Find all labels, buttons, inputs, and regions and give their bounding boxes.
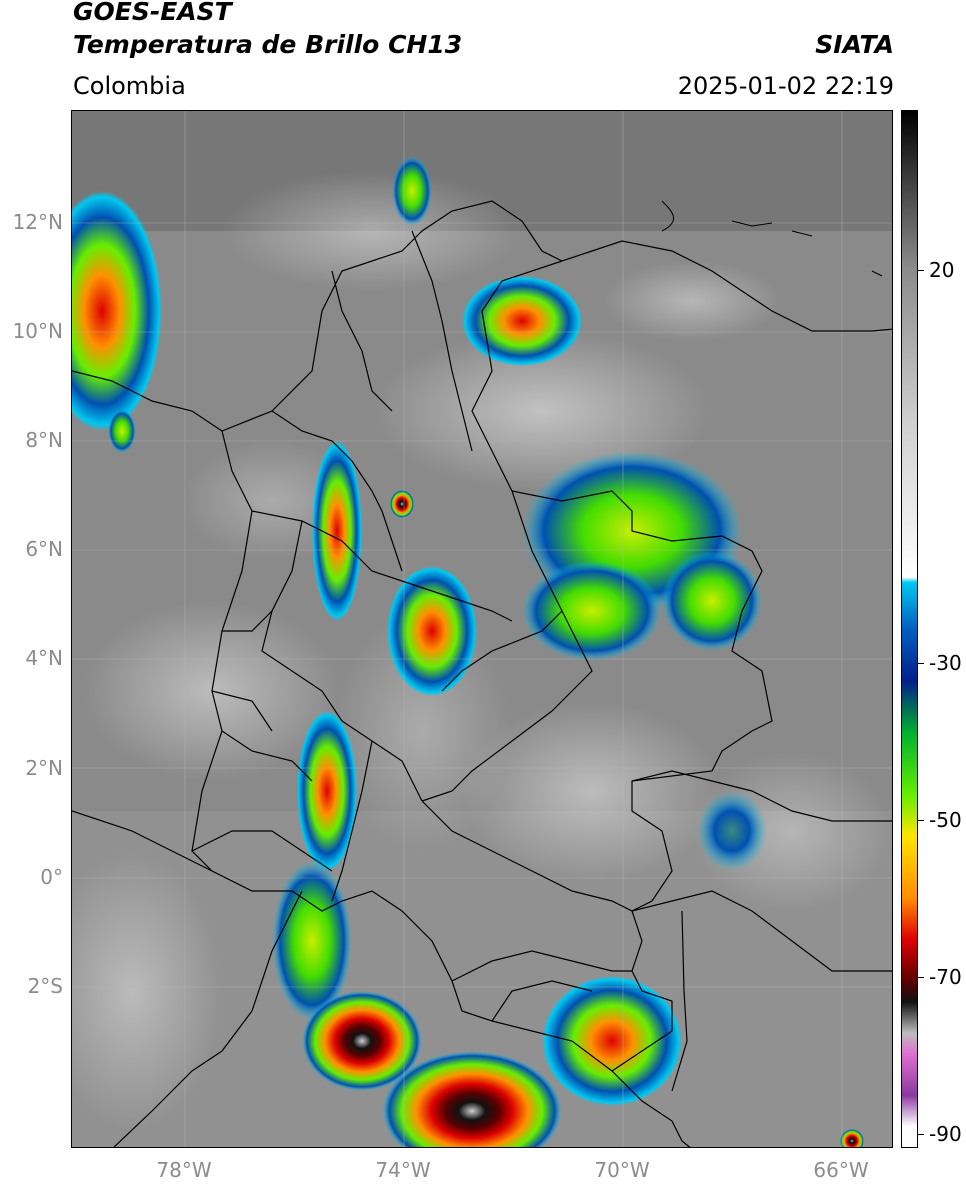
lat-label: 2°N xyxy=(25,756,63,780)
lon-label: 70°W xyxy=(594,1158,650,1182)
lat-label: 8°N xyxy=(25,428,63,452)
coastline-islands xyxy=(661,200,883,277)
brand-label: SIATA xyxy=(815,30,894,59)
lat-label: 2°S xyxy=(27,974,63,998)
colorbar-tick xyxy=(918,977,924,978)
colorbar-label: -70 xyxy=(929,965,962,989)
lat-label: 4°N xyxy=(25,646,63,670)
title-product: Temperatura de Brillo CH13 xyxy=(73,30,463,59)
colorbar-label: -30 xyxy=(929,651,962,675)
colorbar-tick xyxy=(918,820,924,821)
map-canvas xyxy=(72,111,892,1147)
timestamp-label: 2025-01-02 22:19 xyxy=(677,72,894,100)
graticule xyxy=(72,111,892,1147)
lat-label: 10°N xyxy=(12,319,63,343)
lon-label: 66°W xyxy=(813,1158,869,1182)
satellite-map[interactable] xyxy=(71,110,893,1148)
lat-label: 12°N xyxy=(12,210,63,234)
title-satellite: GOES-EAST xyxy=(73,0,232,26)
colorbar-tick xyxy=(918,270,924,271)
country-borders xyxy=(72,200,892,1147)
colorbar-tick xyxy=(918,1134,924,1135)
lon-label: 74°W xyxy=(375,1158,431,1182)
lat-label: 0° xyxy=(40,865,63,889)
storm-cells xyxy=(72,156,864,1147)
lat-label: 6°N xyxy=(25,537,63,561)
colorbar-label: -50 xyxy=(929,808,962,832)
colorbar-label: -90 xyxy=(929,1122,962,1146)
colorbar-tick xyxy=(918,663,924,664)
lon-label: 78°W xyxy=(156,1158,212,1182)
region-label: Colombia xyxy=(73,72,186,100)
colorbar-label: 20 xyxy=(929,258,955,282)
colorbar xyxy=(901,110,918,1148)
